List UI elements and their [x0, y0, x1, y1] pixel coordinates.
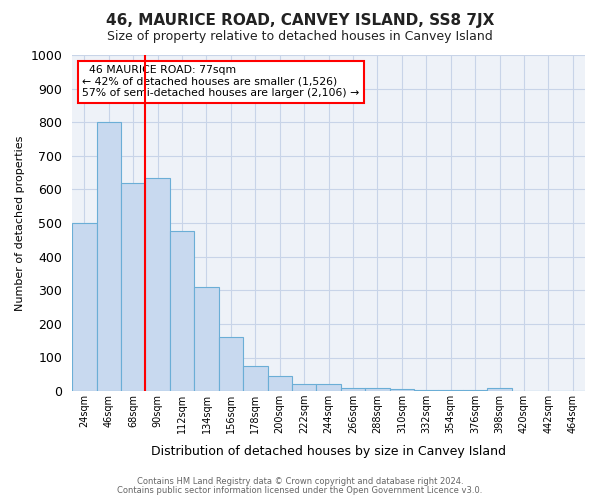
Bar [97, 122, 121, 391]
X-axis label: Distribution of detached houses by size in Canvey Island: Distribution of detached houses by size … [151, 444, 506, 458]
Bar [316, 384, 341, 391]
Bar [341, 388, 365, 391]
Bar [145, 178, 170, 391]
Bar [292, 384, 316, 391]
Bar [121, 182, 145, 391]
Bar [487, 388, 512, 391]
Bar [463, 390, 487, 391]
Text: Size of property relative to detached houses in Canvey Island: Size of property relative to detached ho… [107, 30, 493, 43]
Bar [414, 390, 439, 391]
Bar [72, 223, 97, 391]
Bar [268, 376, 292, 391]
Bar [170, 232, 194, 391]
Y-axis label: Number of detached properties: Number of detached properties [15, 136, 25, 310]
Text: Contains public sector information licensed under the Open Government Licence v3: Contains public sector information licen… [118, 486, 482, 495]
Text: 46, MAURICE ROAD, CANVEY ISLAND, SS8 7JX: 46, MAURICE ROAD, CANVEY ISLAND, SS8 7JX [106, 12, 494, 28]
Bar [194, 287, 218, 391]
Bar [218, 338, 243, 391]
Bar [389, 390, 414, 391]
Text: Contains HM Land Registry data © Crown copyright and database right 2024.: Contains HM Land Registry data © Crown c… [137, 477, 463, 486]
Bar [439, 390, 463, 391]
Text: 46 MAURICE ROAD: 77sqm  
← 42% of detached houses are smaller (1,526)
57% of sem: 46 MAURICE ROAD: 77sqm ← 42% of detached… [82, 65, 359, 98]
Bar [243, 366, 268, 391]
Bar [365, 388, 389, 391]
